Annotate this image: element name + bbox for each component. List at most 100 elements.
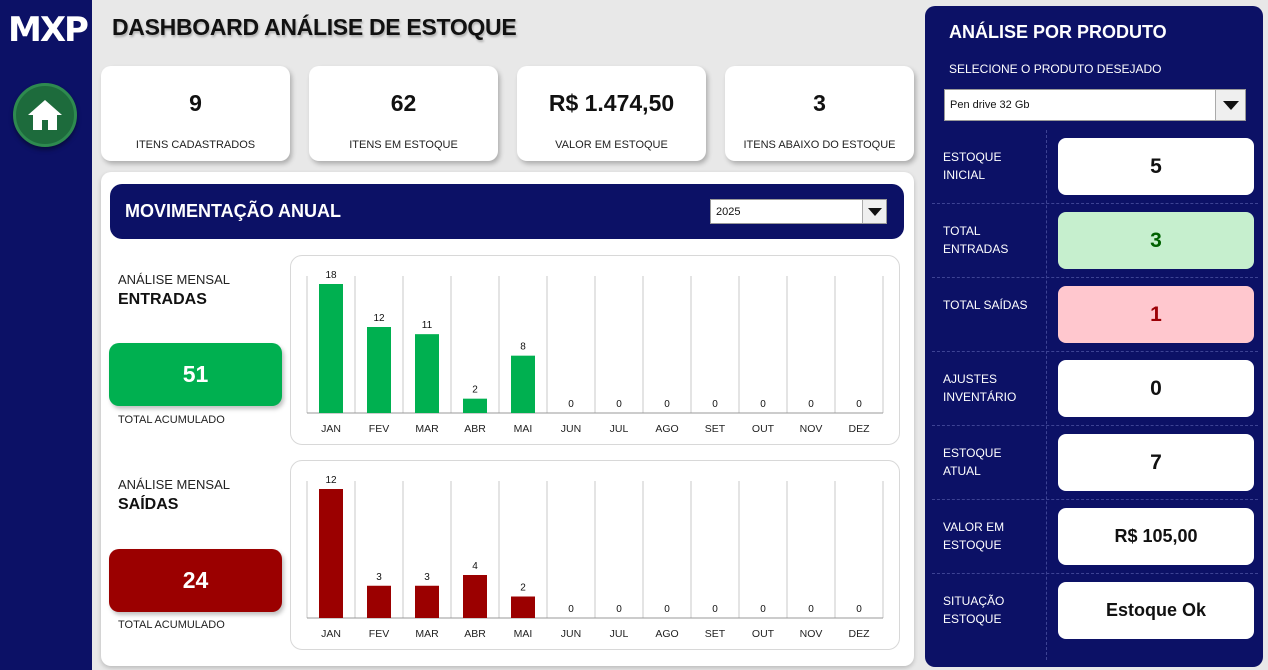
data-label: 0: [616, 399, 622, 410]
saidas-chart: 12 JAN 3 FEV 3 MAR 4 ABR 2 MAI 0 JUN 0 JUL 0 AGO 0 SET 0 OU…: [306, 475, 884, 640]
kpi-label: ITENS CADASTRADOS: [135, 139, 256, 151]
tick-label: MAI: [514, 423, 533, 435]
produto-row-value: 3: [1058, 212, 1254, 269]
produto-row-value: Estoque Ok: [1058, 582, 1254, 639]
data-label: 12: [373, 313, 385, 324]
kpi-itens-cadastrados: 9 ITENS CADASTRADOS: [101, 66, 290, 161]
bar: [511, 596, 535, 618]
tick-label: MAR: [415, 628, 439, 640]
divider: [932, 573, 1258, 574]
kpi-itens-em-estoque: 62 ITENS EM ESTOQUE: [309, 66, 498, 161]
produto-row-label: ESTOQUE ATUAL: [943, 446, 1002, 478]
tick-label: JAN: [321, 628, 341, 640]
produto-select[interactable]: Pen drive 32 Gb: [944, 89, 1246, 121]
data-label: 0: [856, 399, 862, 410]
produto-select-value: Pen drive 32 Gb: [950, 99, 1030, 111]
data-label: 3: [424, 572, 430, 583]
kpi-label: VALOR EM ESTOQUE: [555, 139, 668, 151]
produto-row-value: 0: [1058, 360, 1254, 417]
tick-label: SET: [705, 423, 726, 435]
saidas-total-label: TOTAL ACUMULADO: [118, 619, 225, 631]
bar: [463, 575, 487, 618]
kpi-value: 9: [189, 90, 202, 116]
data-label: 2: [520, 583, 526, 594]
page-title: DASHBOARD ANÁLISE DE ESTOQUE: [112, 14, 517, 40]
saidas-subtitle: ANÁLISE MENSAL: [118, 477, 230, 492]
tick-label: NOV: [800, 628, 823, 640]
data-label: 0: [664, 399, 670, 410]
year-select-value: 2025: [716, 205, 741, 218]
entradas-title: ENTRADAS: [118, 291, 207, 308]
bar: [415, 334, 439, 413]
bar: [367, 327, 391, 413]
tick-label: DEZ: [849, 423, 871, 435]
bar: [463, 398, 487, 413]
produto-row-label: ESTOQUE INICIAL: [943, 150, 1002, 182]
logo: MXP: [8, 10, 89, 50]
data-label: 0: [664, 604, 670, 615]
divider: [932, 203, 1258, 204]
tick-label: MAI: [514, 628, 533, 640]
data-label: 0: [808, 399, 814, 410]
produto-row-label: AJUSTES INVENTÁRIO: [943, 372, 1017, 404]
kpi-value: R$ 1.474,50: [548, 90, 675, 116]
tick-label: FEV: [369, 628, 389, 640]
tick-label: DEZ: [849, 628, 871, 640]
produto-select-label: SELECIONE O PRODUTO DESEJADO: [949, 62, 1162, 76]
data-label: 0: [616, 604, 622, 615]
tick-label: OUT: [752, 423, 775, 435]
entradas-subtitle: ANÁLISE MENSAL: [118, 272, 230, 287]
produto-row-value: 7: [1058, 434, 1254, 491]
chevron-down-icon[interactable]: [862, 200, 886, 223]
produto-row-value: 5: [1058, 138, 1254, 195]
tick-label: OUT: [752, 628, 775, 640]
data-label: 0: [760, 399, 766, 410]
produto-title: ANÁLISE POR PRODUTO: [949, 22, 1167, 42]
tick-label: ABR: [464, 628, 486, 640]
saidas-title: SAÍDAS: [118, 496, 179, 513]
movimentacao-title: MOVIMENTAÇÃO ANUAL: [125, 201, 341, 221]
produto-row-label: TOTAL ENTRADAS: [943, 224, 1009, 256]
saidas-total: 24: [109, 549, 282, 612]
tick-label: AGO: [655, 423, 678, 435]
tick-label: JAN: [321, 423, 341, 435]
kpi-itens-abaixo: 3 ITENS ABAIXO DO ESTOQUE: [725, 66, 914, 161]
data-label: 11: [422, 320, 433, 331]
produto-row-label: VALOR EM ESTOQUE: [943, 520, 1005, 552]
divider: [932, 499, 1258, 500]
data-label: 0: [568, 604, 574, 615]
data-label: 0: [808, 604, 814, 615]
bar: [319, 284, 343, 413]
data-label: 0: [760, 604, 766, 615]
tick-label: JUL: [610, 628, 629, 640]
tick-label: JUN: [561, 423, 581, 435]
data-label: 2: [472, 385, 478, 396]
tick-label: FEV: [369, 423, 389, 435]
divider: [1046, 130, 1047, 660]
entradas-total-label: TOTAL ACUMULADO: [118, 414, 225, 426]
entradas-chart-card: 18 JAN 12 FEV 11 MAR 2 ABR 8 MAI 0 JUN 0 JUL 0 AGO 0 SET 0…: [290, 255, 900, 445]
bar: [511, 355, 535, 413]
data-label: 0: [712, 399, 718, 410]
year-select[interactable]: 2025: [710, 199, 887, 224]
produto-row-label: SITUAÇÃO ESTOQUE: [943, 594, 1005, 626]
saidas-chart-card: 12 JAN 3 FEV 3 MAR 4 ABR 2 MAI 0 JUN 0 JUL 0 AGO 0 SET 0 OU…: [290, 460, 900, 650]
produto-row-value: R$ 105,00: [1058, 508, 1254, 565]
data-label: 0: [856, 604, 862, 615]
kpi-value: 3: [813, 90, 826, 116]
tick-label: ABR: [464, 423, 486, 435]
produto-row-label: TOTAL SAÍDAS: [943, 298, 1028, 312]
kpi-label: ITENS ABAIXO DO ESTOQUE: [743, 139, 896, 151]
tick-label: AGO: [655, 628, 678, 640]
tick-label: JUN: [561, 628, 581, 640]
produto-row-value: 1: [1058, 286, 1254, 343]
data-label: 18: [325, 270, 337, 281]
divider: [932, 351, 1258, 352]
chevron-down-icon[interactable]: [1215, 90, 1245, 120]
bar: [319, 489, 343, 618]
home-icon: [28, 100, 62, 130]
data-label: 8: [520, 342, 526, 353]
tick-label: SET: [705, 628, 726, 640]
home-button[interactable]: [13, 83, 77, 147]
kpi-value: 62: [390, 90, 417, 116]
